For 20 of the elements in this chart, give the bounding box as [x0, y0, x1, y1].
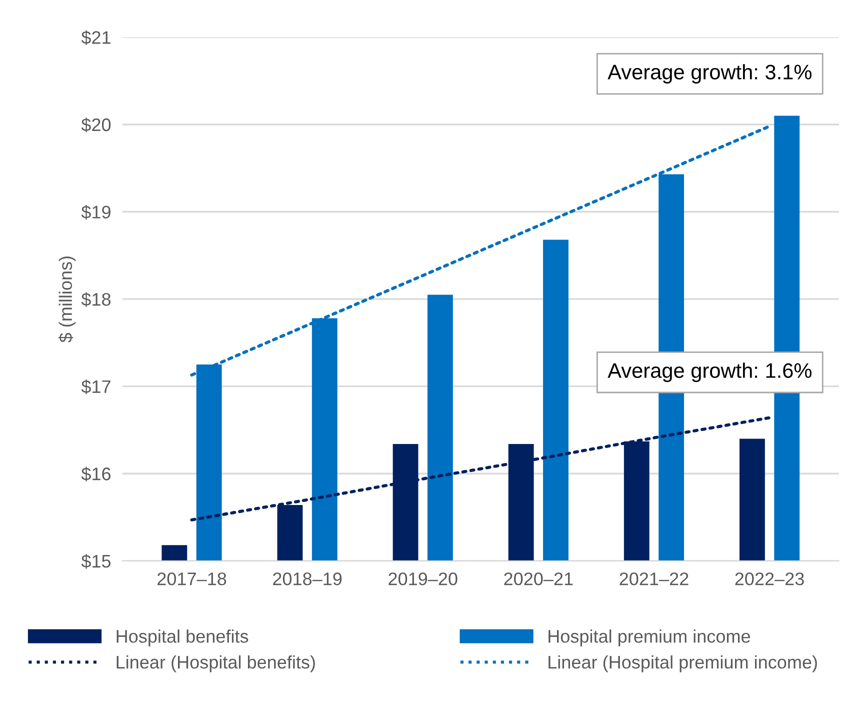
y-tick-label: $17	[81, 380, 110, 394]
legend-label: Hospital benefits	[116, 630, 248, 646]
x-tick-label: 2017–18	[158, 572, 226, 586]
x-tick-label: 2022–23	[735, 572, 804, 586]
x-tick-label: 2021–22	[620, 572, 688, 586]
x-tick-label: 2019–20	[388, 572, 458, 586]
annotation: Average growth: 1.6%	[608, 362, 812, 382]
legend-label: Linear (Hospital premium income)	[548, 655, 817, 672]
legend-label: Hospital premium income	[548, 630, 750, 646]
legend-label: Linear (Hospital benefits)	[116, 655, 315, 672]
y-tick-label: $21	[81, 30, 110, 45]
y-tick-label: $19	[81, 204, 110, 220]
y-tick-label: $18	[81, 292, 111, 307]
annotation: Average growth: 3.1%	[608, 64, 812, 84]
y-tick-label: $16	[81, 466, 111, 482]
y-axis-title: $ (millions)	[58, 256, 76, 342]
x-tick-label: 2018–19	[273, 572, 342, 586]
x-tick-label: 2020–21	[504, 572, 573, 586]
y-tick-label: $20	[81, 118, 111, 132]
y-tick-label: $15	[81, 554, 111, 569]
